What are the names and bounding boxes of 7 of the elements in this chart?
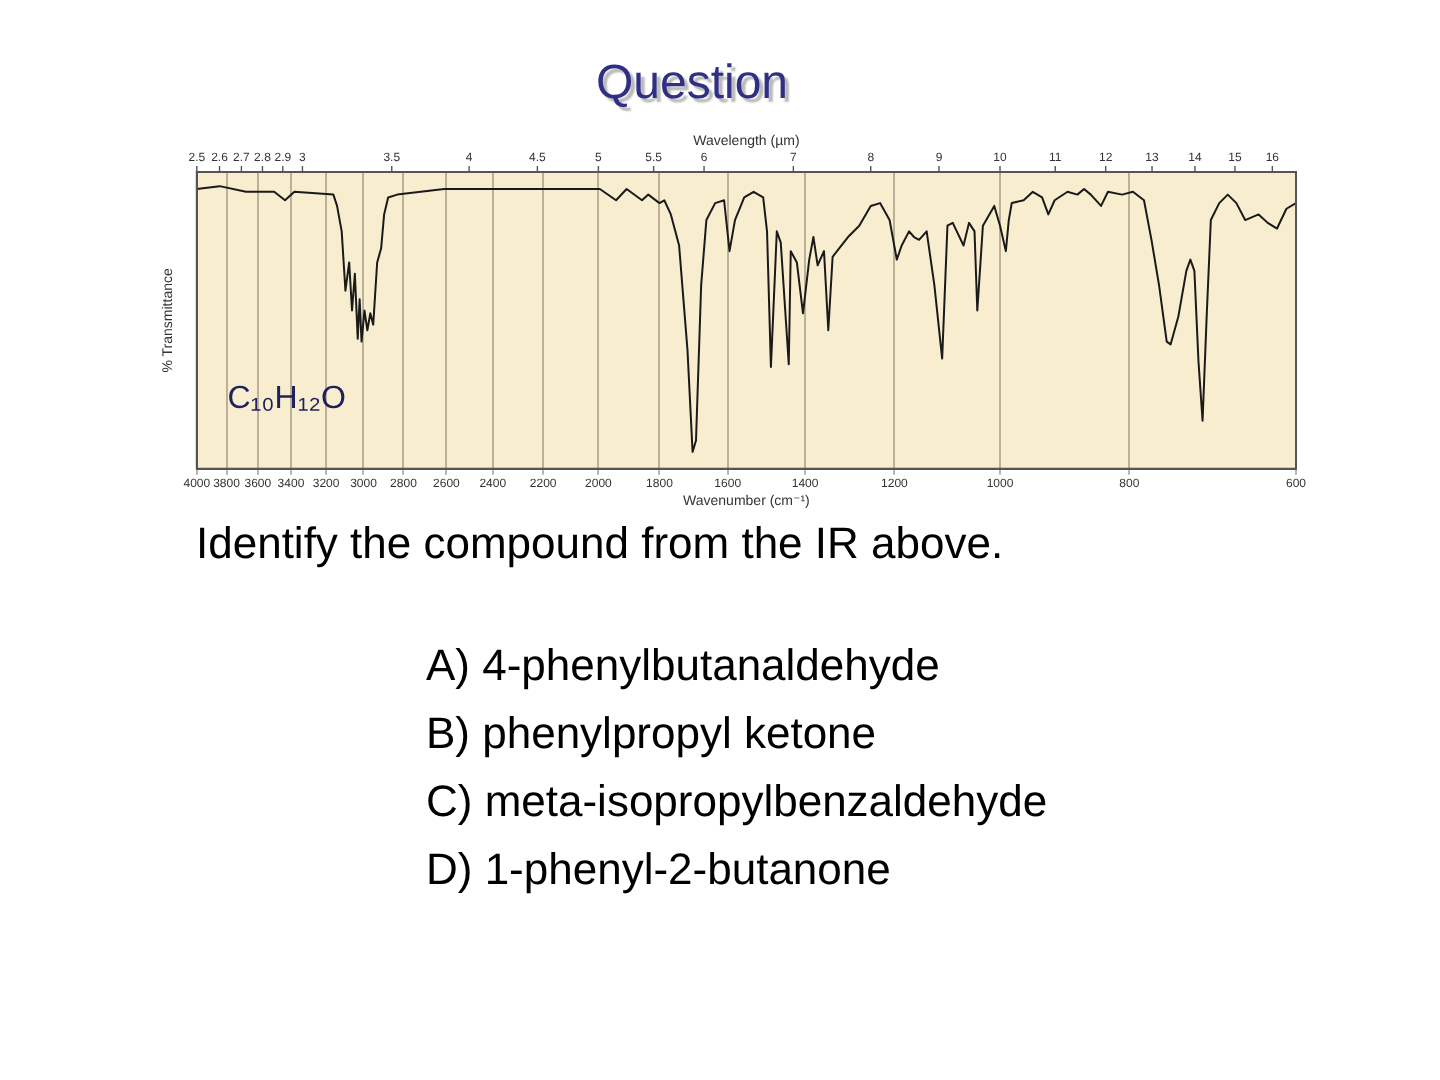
- text: D) 1-phenyl-2-butanone: [426, 842, 893, 898]
- text: C) meta-isopropylbenzaldehyde: [426, 774, 1048, 830]
- chart-title: Question: [593, 54, 791, 114]
- annotation: C₁₀H₁₂O: [227, 381, 346, 416]
- text: Identify the compound from the IR above.: [196, 516, 1004, 572]
- text: B) phenylpropyl ketone: [426, 706, 879, 762]
- text: A) 4-phenylbutanaldehyde: [426, 638, 942, 694]
